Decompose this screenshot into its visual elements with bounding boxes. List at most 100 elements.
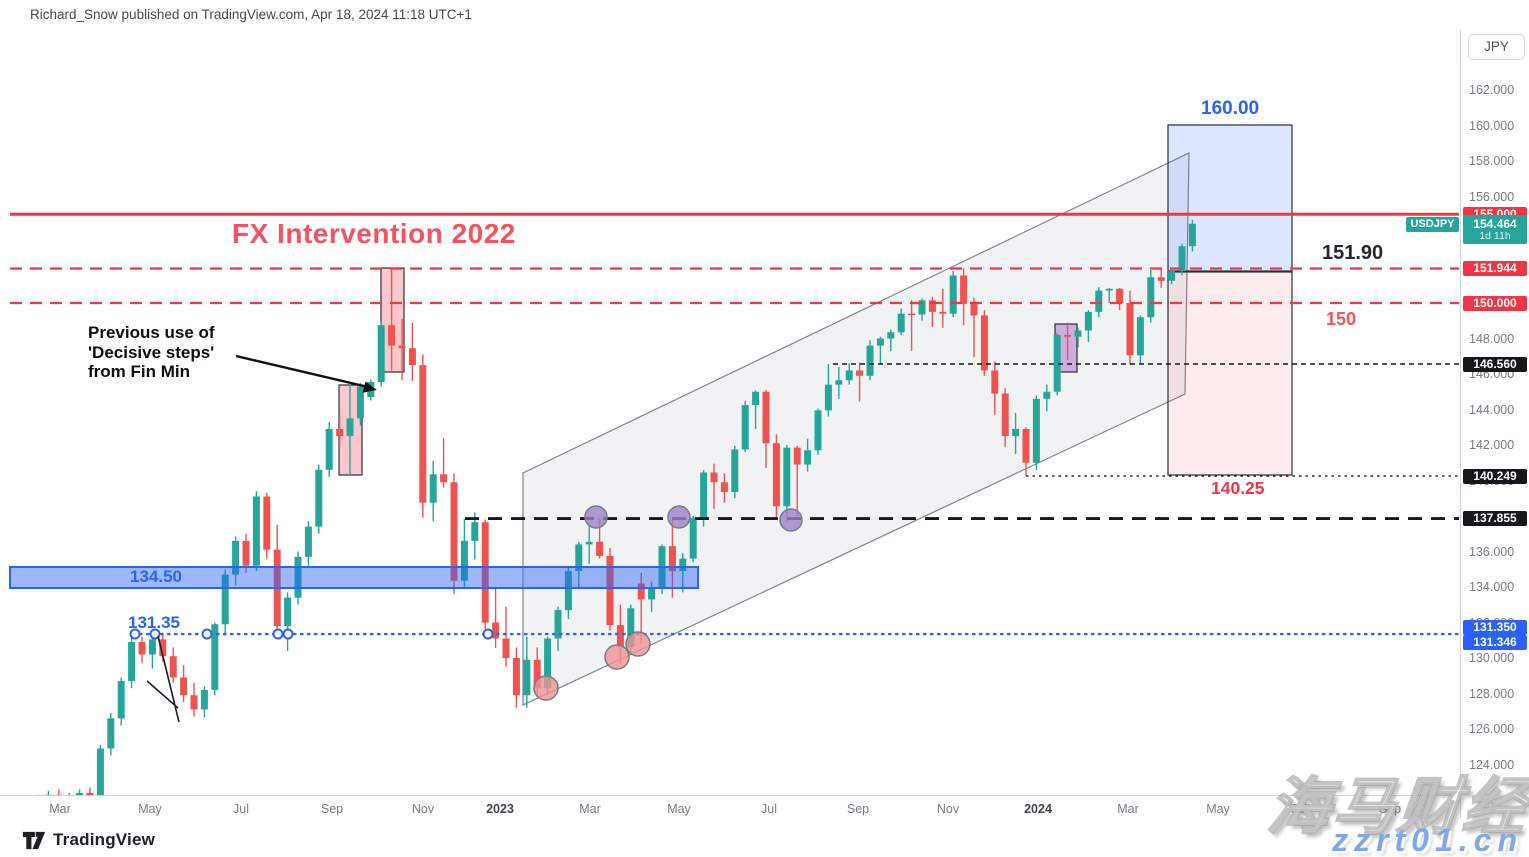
candle-body <box>575 544 583 572</box>
support-price-label: 140.25 <box>1211 478 1265 498</box>
time-axis-label: May <box>138 802 162 816</box>
candle-body <box>148 639 156 655</box>
candle-body <box>450 482 458 581</box>
candlestick-chart[interactable] <box>0 30 1460 795</box>
candle-body <box>835 380 843 385</box>
price-scale-label: 130.000 <box>1469 651 1515 665</box>
time-axis-label: Jul <box>761 802 777 816</box>
candle-body <box>845 370 853 381</box>
trend-channel <box>522 152 1190 706</box>
candle-body <box>1064 334 1072 337</box>
time-axis-label: Sep <box>846 802 870 816</box>
candle-body <box>117 681 125 719</box>
candle-body <box>315 469 323 527</box>
candle-body <box>304 526 312 557</box>
candle-body <box>700 472 708 518</box>
touch-circle-purple <box>584 505 608 529</box>
touch-circle-purple <box>667 505 691 529</box>
candle-body <box>918 300 926 315</box>
candle-body <box>689 517 697 559</box>
candle-body <box>679 558 687 572</box>
candle-body <box>221 574 229 625</box>
level-150-label: 150 <box>1326 309 1357 329</box>
time-axis-label: Mar <box>49 802 71 816</box>
candle-body <box>1116 288 1124 303</box>
price-level-chip: 146.560 <box>1463 356 1527 372</box>
wedge-trendline <box>146 680 179 709</box>
candle-body <box>928 300 936 312</box>
price-scale[interactable]: JPY 162.000160.000158.000156.000154.0001… <box>1460 30 1529 818</box>
price-level-chip: 137.855 <box>1463 511 1527 527</box>
touch-circle-pink <box>625 631 651 657</box>
candle-body <box>1136 317 1144 356</box>
chart-pane[interactable]: FX Intervention 2022 Previous use of 'De… <box>0 30 1460 795</box>
time-axis-label: Mar <box>579 802 601 816</box>
time-axis[interactable]: Mar May Jul Sep Nov 2023 Mar May Jul Sep Nov 2024 Ma… <box>0 795 1460 823</box>
candle-body <box>596 541 604 556</box>
candle-body <box>481 522 489 623</box>
time-axis-label: Nov <box>936 802 960 816</box>
time-axis-label: May <box>667 802 691 816</box>
candle-body <box>263 496 271 550</box>
time-axis-label: Jul <box>233 802 249 816</box>
tradingview-logo[interactable]: TradingView <box>22 830 155 850</box>
candle-body <box>1168 271 1176 281</box>
candle-body <box>564 571 572 611</box>
price-scale-label: 134.000 <box>1469 580 1515 594</box>
candle-body <box>616 625 624 648</box>
candle-body <box>668 546 676 572</box>
last-price-value: 154.464 <box>1473 217 1517 231</box>
time-axis-label: May <box>1206 802 1230 816</box>
price-scale-label: 126.000 <box>1469 722 1515 736</box>
candle-body <box>336 429 344 437</box>
watermark-site: zzrt01.cn <box>1332 822 1523 857</box>
candle-body <box>190 695 198 710</box>
candle-body <box>762 391 770 444</box>
publish-byline: Richard_Snow published on TradingView.co… <box>30 7 472 22</box>
candle-body <box>876 338 884 346</box>
price-scale-label: 124.000 <box>1469 757 1515 772</box>
candle-body <box>1012 429 1020 437</box>
candle-body <box>294 556 302 598</box>
candle-body <box>419 365 427 503</box>
candle-body <box>544 638 552 689</box>
price-level-chip: 150.000 <box>1463 295 1527 311</box>
candle-body <box>648 588 656 600</box>
fx-intervention-label: FX Intervention 2022 <box>232 218 516 249</box>
candle-body <box>980 315 988 371</box>
candle-body <box>731 449 739 493</box>
time-axis-label: Mar <box>1117 802 1139 816</box>
candle-body <box>1147 277 1155 318</box>
price-scale-label: 158.000 <box>1469 154 1515 168</box>
candle-body <box>346 418 354 437</box>
candle-body <box>741 405 749 450</box>
candle-body <box>939 311 947 314</box>
price-scale-label: 162.000 <box>1469 83 1515 97</box>
candle-body <box>793 447 801 465</box>
candle-body <box>180 677 188 696</box>
candle-body <box>1043 391 1051 399</box>
candle-body <box>325 429 333 470</box>
candle-body <box>585 541 593 545</box>
candle-body <box>1053 334 1061 392</box>
candle-body <box>1095 290 1103 312</box>
candle-body <box>232 540 240 575</box>
touch-circle-purple <box>779 508 803 532</box>
candle-body <box>897 313 905 333</box>
candle-body <box>949 275 957 314</box>
candle-body <box>554 610 562 639</box>
anchor-point <box>272 628 284 640</box>
candle-body <box>429 474 437 503</box>
candle-body <box>502 638 510 658</box>
candle-body <box>460 540 468 581</box>
candle-body <box>356 386 364 419</box>
candle-body <box>887 332 895 339</box>
note-arrow-head <box>362 381 377 393</box>
candle-body <box>252 496 260 566</box>
time-axis-label: Sep <box>1378 802 1402 816</box>
wedge-trendline <box>157 635 180 723</box>
currency-unit-button[interactable]: JPY <box>1468 34 1525 60</box>
candle-body <box>211 624 219 690</box>
anchor-point <box>201 628 213 640</box>
candle-body <box>1022 429 1030 463</box>
